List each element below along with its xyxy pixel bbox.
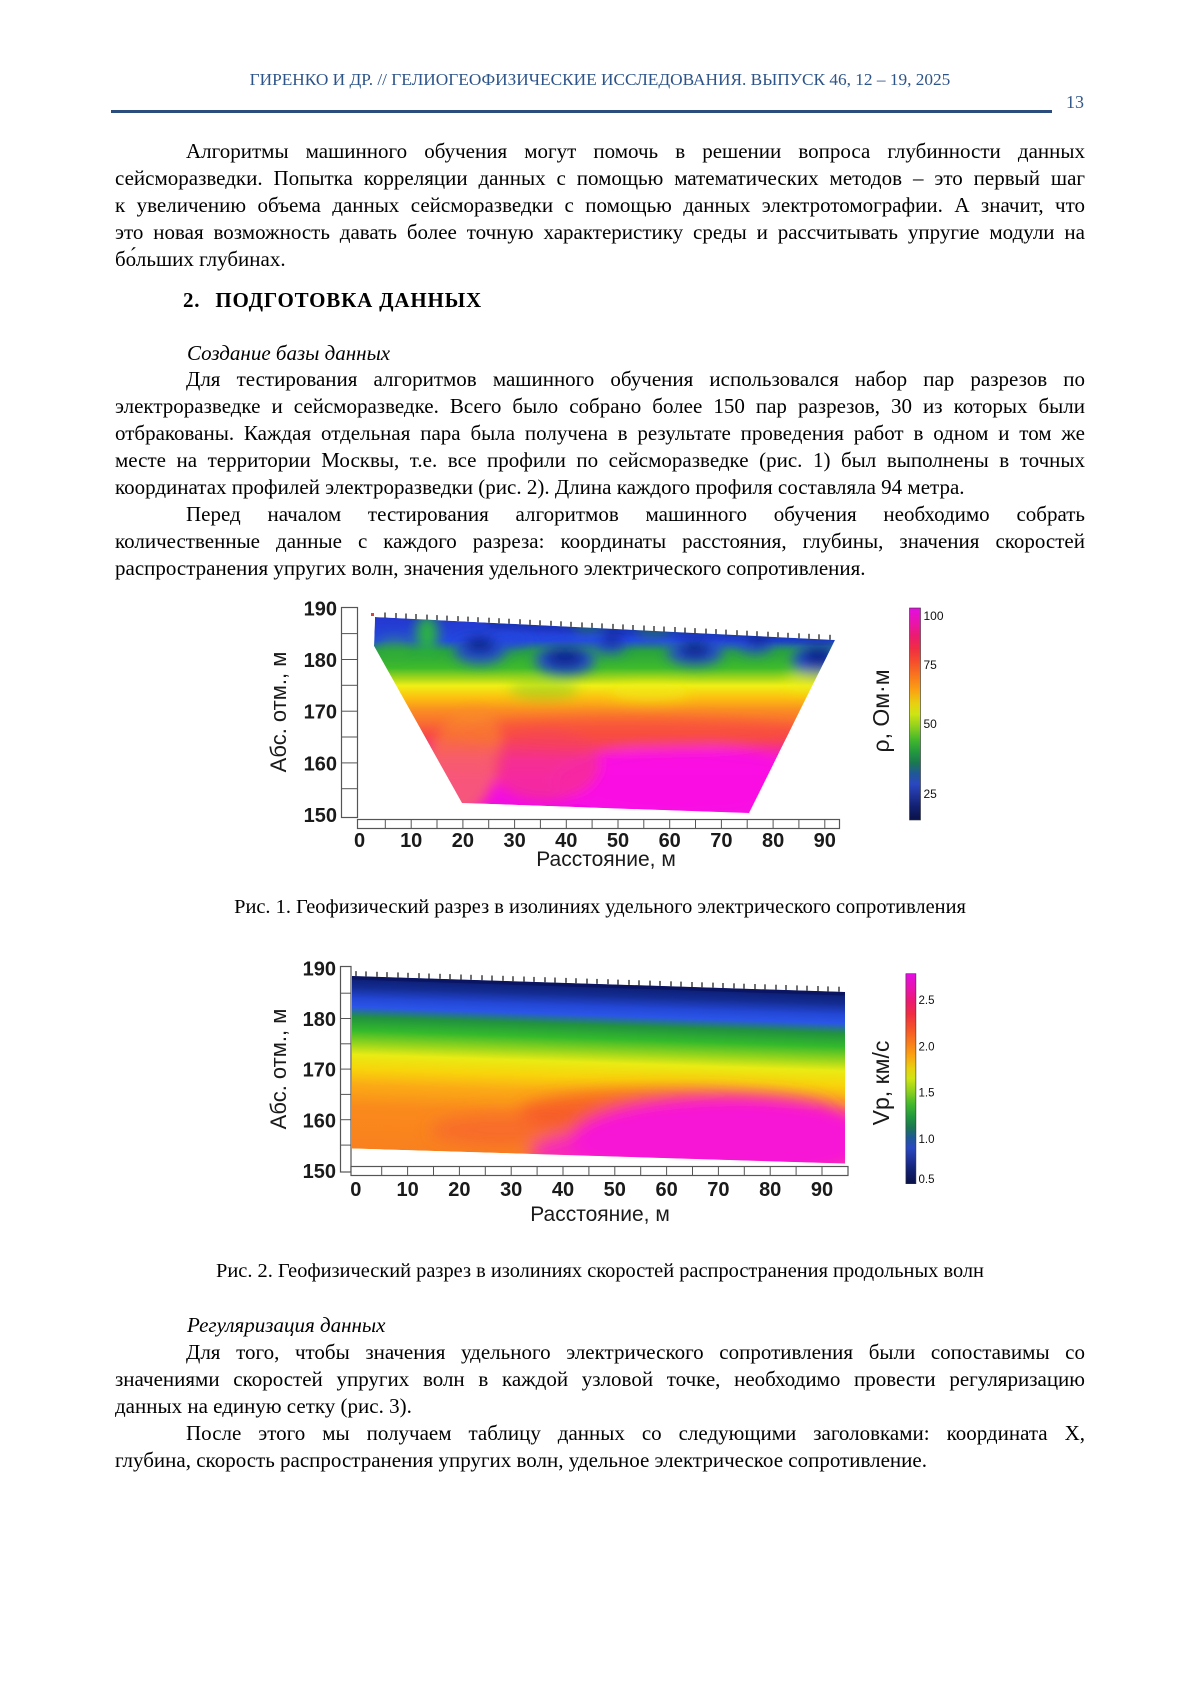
svg-text:Vp, км/с: Vp, км/с	[868, 1041, 894, 1126]
svg-text:2.0: 2.0	[919, 1042, 935, 1054]
svg-text:10: 10	[396, 1179, 418, 1201]
svg-text:Расстояние, м: Расстояние, м	[536, 848, 676, 871]
svg-text:50: 50	[604, 1179, 626, 1201]
svg-text:80: 80	[762, 830, 784, 852]
svg-text:180: 180	[303, 1009, 336, 1031]
svg-text:90: 90	[814, 830, 836, 852]
svg-text:170: 170	[304, 702, 337, 724]
svg-text:25: 25	[924, 787, 938, 801]
svg-text:60: 60	[659, 830, 681, 852]
svg-text:20: 20	[448, 1179, 470, 1201]
svg-text:40: 40	[552, 1179, 574, 1201]
svg-text:50: 50	[607, 830, 629, 852]
svg-text:1.5: 1.5	[919, 1087, 935, 1099]
svg-text:0.5: 0.5	[919, 1174, 935, 1186]
svg-text:100: 100	[924, 609, 944, 623]
svg-text:160: 160	[303, 1110, 336, 1132]
svg-text:0: 0	[350, 1179, 361, 1201]
svg-text:Абс. отм., м: Абс. отм., м	[266, 1009, 291, 1130]
svg-text:20: 20	[452, 830, 474, 852]
svg-text:190: 190	[304, 598, 337, 620]
svg-text:180: 180	[304, 650, 337, 672]
svg-text:190: 190	[303, 958, 336, 980]
svg-text:ρ, Ом·м: ρ, Ом·м	[868, 669, 894, 752]
svg-text:Расстояние, м: Расстояние, м	[530, 1203, 670, 1226]
svg-text:170: 170	[303, 1060, 336, 1082]
svg-text:75: 75	[924, 658, 938, 672]
svg-text:50: 50	[924, 717, 938, 731]
svg-text:0: 0	[354, 830, 365, 852]
svg-text:70: 70	[707, 1179, 729, 1201]
svg-text:90: 90	[811, 1179, 833, 1201]
svg-text:2.5: 2.5	[919, 995, 935, 1007]
svg-text:10: 10	[400, 830, 422, 852]
svg-text:160: 160	[304, 753, 337, 775]
svg-text:60: 60	[655, 1179, 677, 1201]
svg-text:150: 150	[304, 805, 337, 827]
svg-text:Абс. отм., м: Абс. отм., м	[266, 652, 291, 773]
svg-text:1.0: 1.0	[919, 1134, 935, 1146]
svg-text:30: 30	[500, 1179, 522, 1201]
svg-text:40: 40	[555, 830, 577, 852]
svg-text:80: 80	[759, 1179, 781, 1201]
svg-text:150: 150	[303, 1161, 336, 1183]
svg-text:30: 30	[503, 830, 525, 852]
svg-text:70: 70	[710, 830, 732, 852]
